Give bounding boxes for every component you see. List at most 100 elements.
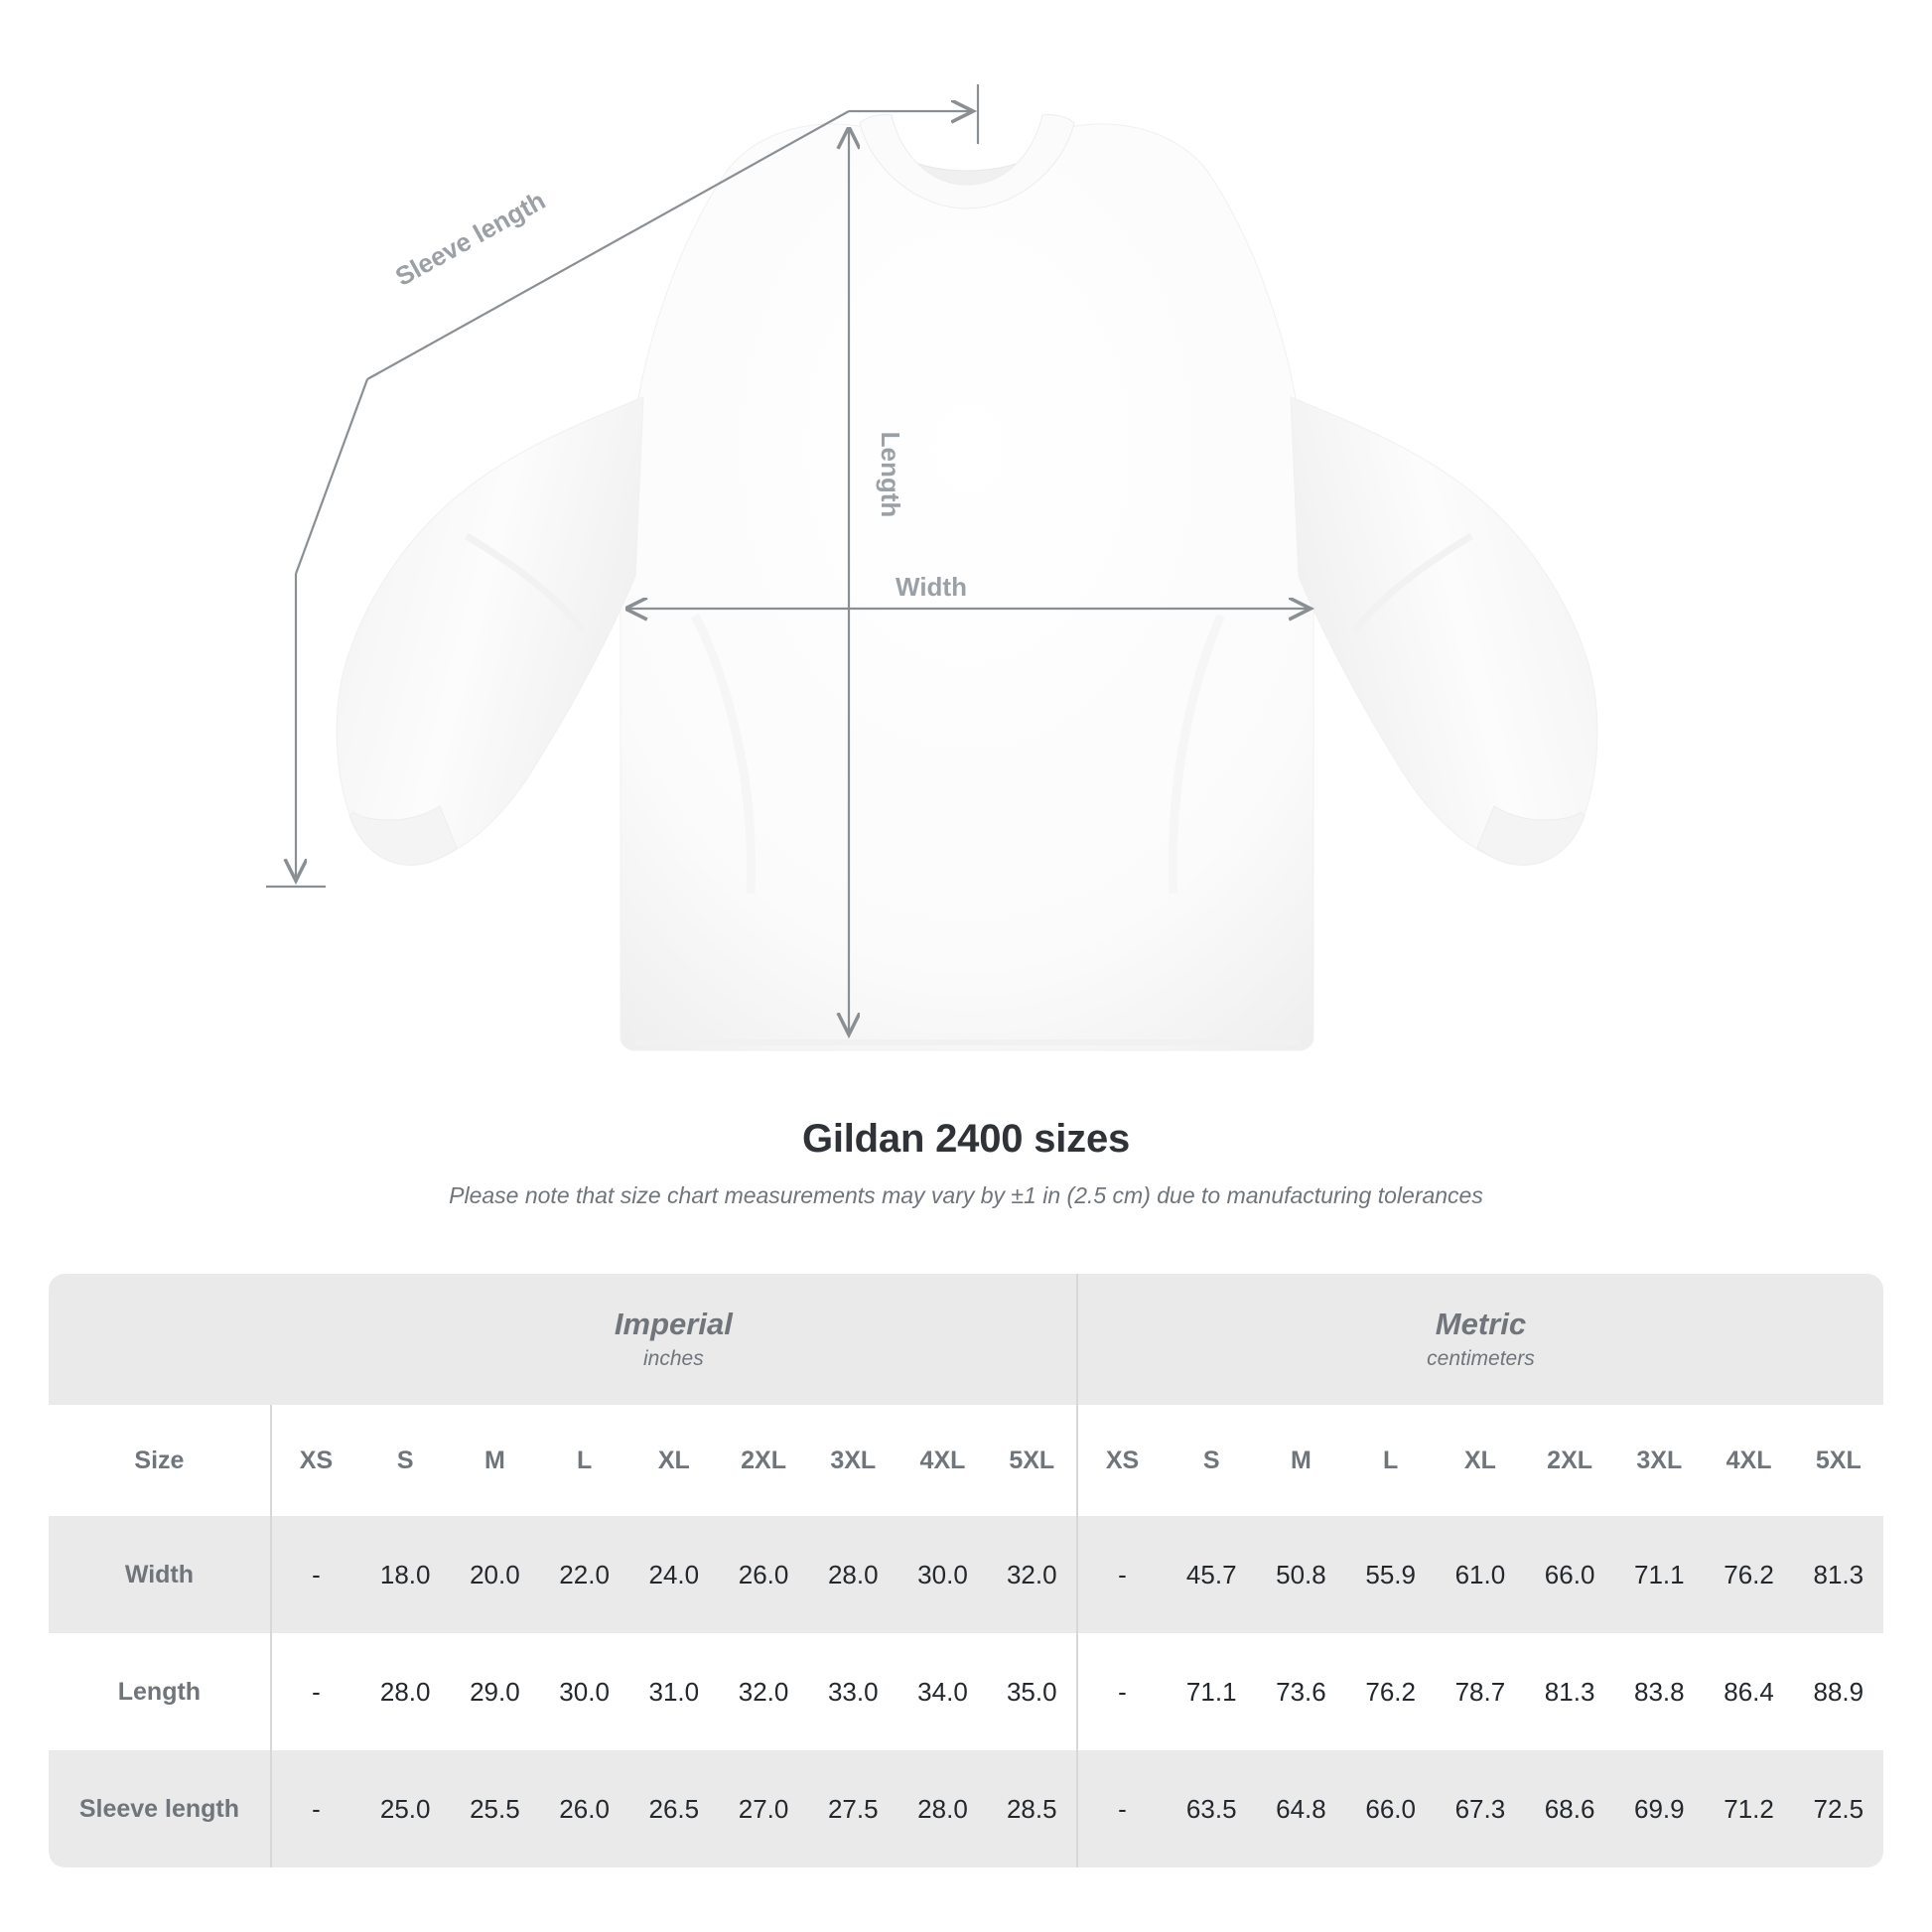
size-header-imperial-s: S — [360, 1405, 451, 1516]
cell-sleeve-metric-m: 64.8 — [1256, 1750, 1346, 1867]
cell-sleeve-metric-xl: 67.3 — [1435, 1750, 1525, 1867]
cell-width-metric-3xl: 71.1 — [1614, 1516, 1705, 1633]
cell-length-metric-xs: - — [1076, 1633, 1168, 1750]
tolerance-note: Please note that size chart measurements… — [449, 1182, 1483, 1208]
unit-corner-cell — [49, 1274, 271, 1405]
size-header-row: Size XS S M L XL 2XL 3XL 4XL 5XL XS S M … — [49, 1405, 1883, 1516]
cell-width-imperial-l: 22.0 — [539, 1516, 629, 1633]
cell-width-imperial-5xl: 32.0 — [987, 1516, 1078, 1633]
size-header-label-cell: Size — [49, 1405, 272, 1516]
cell-width-metric-m: 50.8 — [1256, 1516, 1346, 1633]
size-header-imperial-5xl: 5XL — [987, 1405, 1078, 1516]
cell-length-metric-3xl: 83.8 — [1614, 1633, 1705, 1750]
row-label-width: Width — [49, 1516, 272, 1633]
cell-width-imperial-s: 18.0 — [360, 1516, 451, 1633]
cell-sleeve-imperial-l: 26.0 — [539, 1750, 629, 1867]
cell-length-metric-l: 76.2 — [1345, 1633, 1436, 1750]
size-header-imperial-4xl: 4XL — [897, 1405, 988, 1516]
size-header-imperial-xs: XS — [270, 1405, 361, 1516]
size-header-metric-l: L — [1345, 1405, 1436, 1516]
size-header-metric-xl: XL — [1435, 1405, 1525, 1516]
cell-sleeve-imperial-xl: 26.5 — [628, 1750, 719, 1867]
unit-group-row: Imperial inches Metric centimeters — [49, 1274, 1883, 1405]
size-header-metric-xs: XS — [1076, 1405, 1168, 1516]
table-row: Sleeve length - 25.0 25.5 26.0 26.5 27.0… — [49, 1750, 1883, 1867]
cell-length-imperial-xl: 31.0 — [628, 1633, 719, 1750]
cell-length-metric-5xl: 88.9 — [1793, 1633, 1883, 1750]
cell-sleeve-imperial-s: 25.0 — [360, 1750, 451, 1867]
cell-length-imperial-l: 30.0 — [539, 1633, 629, 1750]
page-title: Gildan 2400 sizes — [801, 1117, 1131, 1161]
unit-group-metric-name: Metric — [1435, 1306, 1527, 1341]
unit-group-metric-sub: centimeters — [1427, 1347, 1535, 1371]
size-header-metric-m: M — [1256, 1405, 1346, 1516]
size-header-imperial-3xl: 3XL — [808, 1405, 898, 1516]
size-header-metric-3xl: 3XL — [1614, 1405, 1705, 1516]
unit-group-imperial: Imperial inches — [270, 1274, 1078, 1405]
cell-width-metric-s: 45.7 — [1167, 1516, 1257, 1633]
size-table-container: Imperial inches Metric centimeters Size … — [49, 1274, 1883, 1867]
length-label: Length — [876, 432, 905, 518]
cell-length-imperial-5xl: 35.0 — [987, 1633, 1078, 1750]
cell-width-imperial-2xl: 26.0 — [718, 1516, 809, 1633]
garment-illustration: Sleeve length Length Width — [266, 84, 1598, 1051]
cell-width-metric-xs: - — [1076, 1516, 1168, 1633]
cell-width-imperial-3xl: 28.0 — [808, 1516, 898, 1633]
long-sleeve-shirt-svg: Sleeve length Length Width — [266, 84, 1598, 1051]
chart-heading-block: Gildan 2400 sizes Please note that size … — [0, 1117, 1932, 1210]
cell-width-imperial-xl: 24.0 — [628, 1516, 719, 1633]
cell-length-imperial-s: 28.0 — [360, 1633, 451, 1750]
cell-length-metric-m: 73.6 — [1256, 1633, 1346, 1750]
size-header-label: Size — [134, 1446, 185, 1474]
cell-sleeve-metric-4xl: 71.2 — [1704, 1750, 1794, 1867]
cell-length-imperial-4xl: 34.0 — [897, 1633, 988, 1750]
sleeve-measure-line — [266, 84, 980, 889]
cell-sleeve-imperial-m: 25.5 — [450, 1750, 540, 1867]
cell-sleeve-imperial-5xl: 28.5 — [987, 1750, 1078, 1867]
cell-width-metric-5xl: 81.3 — [1793, 1516, 1883, 1633]
size-header-metric-5xl: 5XL — [1793, 1405, 1883, 1516]
unit-group-imperial-sub: inches — [643, 1347, 704, 1371]
cell-width-metric-4xl: 76.2 — [1704, 1516, 1794, 1633]
cell-sleeve-imperial-xs: - — [270, 1750, 361, 1867]
cell-sleeve-imperial-2xl: 27.0 — [718, 1750, 809, 1867]
cell-length-imperial-xs: - — [270, 1633, 361, 1750]
size-header-metric-2xl: 2XL — [1525, 1405, 1615, 1516]
shirt-body-shape — [336, 114, 1598, 1051]
cell-width-metric-xl: 61.0 — [1435, 1516, 1525, 1633]
cell-width-imperial-m: 20.0 — [450, 1516, 540, 1633]
size-header-imperial-2xl: 2XL — [718, 1405, 809, 1516]
size-header-imperial-l: L — [539, 1405, 629, 1516]
cell-length-imperial-2xl: 32.0 — [718, 1633, 809, 1750]
cell-sleeve-metric-3xl: 69.9 — [1614, 1750, 1705, 1867]
size-table: Imperial inches Metric centimeters Size … — [49, 1274, 1883, 1867]
cell-width-imperial-4xl: 30.0 — [897, 1516, 988, 1633]
cell-sleeve-imperial-4xl: 28.0 — [897, 1750, 988, 1867]
table-row: Width - 18.0 20.0 22.0 24.0 26.0 28.0 30… — [49, 1516, 1883, 1633]
cell-length-metric-2xl: 81.3 — [1525, 1633, 1615, 1750]
cell-length-metric-s: 71.1 — [1167, 1633, 1257, 1750]
row-label-sleeve-length: Sleeve length — [49, 1750, 272, 1867]
cell-sleeve-metric-2xl: 68.6 — [1525, 1750, 1615, 1867]
unit-group-metric: Metric centimeters — [1076, 1274, 1883, 1405]
size-header-metric-4xl: 4XL — [1704, 1405, 1794, 1516]
cell-width-metric-2xl: 66.0 — [1525, 1516, 1615, 1633]
size-header-imperial-m: M — [450, 1405, 540, 1516]
cell-length-metric-xl: 78.7 — [1435, 1633, 1525, 1750]
cell-sleeve-metric-5xl: 72.5 — [1793, 1750, 1883, 1867]
table-row: Length - 28.0 29.0 30.0 31.0 32.0 33.0 3… — [49, 1633, 1883, 1750]
sleeve-length-label: Sleeve length — [390, 185, 550, 292]
size-header-metric-s: S — [1167, 1405, 1257, 1516]
cell-sleeve-metric-s: 63.5 — [1167, 1750, 1257, 1867]
cell-width-metric-l: 55.9 — [1345, 1516, 1436, 1633]
cell-sleeve-metric-l: 66.0 — [1345, 1750, 1436, 1867]
cell-length-imperial-3xl: 33.0 — [808, 1633, 898, 1750]
row-label-length: Length — [49, 1633, 272, 1750]
cell-width-imperial-xs: - — [270, 1516, 361, 1633]
cell-length-imperial-m: 29.0 — [450, 1633, 540, 1750]
unit-group-imperial-name: Imperial — [614, 1306, 733, 1341]
width-label: Width — [896, 572, 967, 602]
size-header-imperial-xl: XL — [628, 1405, 719, 1516]
cell-length-metric-4xl: 86.4 — [1704, 1633, 1794, 1750]
